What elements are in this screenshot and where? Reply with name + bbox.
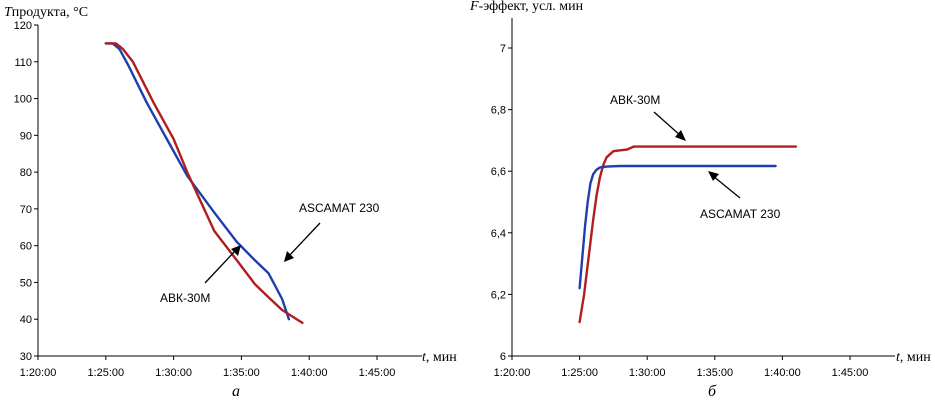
x-tick-label: 1:20:00 <box>494 367 531 379</box>
series-group-b <box>578 145 798 324</box>
y-tick-label: 7 <box>500 43 506 55</box>
y-tick-label: 6,2 <box>491 289 506 301</box>
annotation-label-avk-a: АВК-30М <box>160 291 210 305</box>
x-tick-label: 1:45:00 <box>359 367 396 379</box>
y-tick-label: 50 <box>20 277 32 289</box>
y-tick-label: 80 <box>20 167 32 179</box>
x-tick-label: 1:40:00 <box>291 367 328 379</box>
y-tick-label: 6,4 <box>491 228 506 240</box>
series-line-ascamat <box>578 164 777 290</box>
annotation-arrow-avk-a <box>204 249 237 284</box>
x-tick-label: 1:30:00 <box>155 367 192 379</box>
x-tick-label: 1:25:00 <box>87 367 124 379</box>
y-tick-label: 120 <box>14 20 32 32</box>
y-tick-label: 30 <box>20 351 32 363</box>
y-ticks-b: 6 6,2 6,4 6,6 6,8 7 <box>491 43 512 363</box>
y-tick-label: 40 <box>20 314 32 326</box>
x-ticks-a: 1:20:00 1:25:00 1:30:00 1:35:00 1:40:00 1:45:… <box>20 356 396 379</box>
y-tick-label: 110 <box>14 57 32 69</box>
y-axis-title-a: Tпродукта, °C <box>4 5 88 20</box>
series-line-avk <box>578 145 798 324</box>
chart-panel-b: 6 6,2 6,4 6,6 6,8 7 1:20:00 1:25:00 1:30:00 1:35… <box>469 0 931 400</box>
y-tick-label: 90 <box>20 130 32 142</box>
x-tick-label: 1:30:00 <box>629 367 666 379</box>
series-line-avk <box>104 42 304 325</box>
x-tick-label: 1:40:00 <box>764 367 801 379</box>
x-ticks-b: 1:20:00 1:25:00 1:30:00 1:35:00 1:40:00 1:45:… <box>494 356 869 379</box>
annotation-arrowhead-avk-b <box>675 130 686 141</box>
annotation-arrowhead-ascamat-b <box>708 171 719 181</box>
y-tick-label: 6,6 <box>491 166 506 178</box>
series-line-ascamat <box>104 42 291 321</box>
y-tick-label: 70 <box>20 204 32 216</box>
panel-letter-a: а <box>232 383 240 400</box>
x-tick-label: 1:35:00 <box>696 367 733 379</box>
annotation-arrowhead-ascamat-a <box>284 251 294 262</box>
x-tick-label: 1:20:00 <box>20 367 57 379</box>
panel-letter-b: б <box>708 383 717 400</box>
y-tick-label: 60 <box>20 241 32 253</box>
annotation-label-ascamat-a: ASCAMAT 230 <box>299 201 380 215</box>
y-axis-title-b: F-эффект, усл. мин <box>469 0 584 14</box>
annotation-label-ascamat-b: ASCAMAT 230 <box>700 207 781 221</box>
annotation-label-avk-b: АВК-30М <box>610 93 660 107</box>
y-tick-label: 100 <box>14 94 32 106</box>
x-tick-label: 1:35:00 <box>223 367 260 379</box>
y-tick-label: 6,8 <box>491 105 506 117</box>
y-tick-label: 6 <box>500 351 506 363</box>
x-axis-title-a: t, мин <box>422 350 457 365</box>
annotation-arrow-ascamat-b <box>712 175 741 199</box>
annotation-arrow-avk-b <box>653 111 682 137</box>
y-ticks-a: 30 40 50 60 70 80 90 100 110 120 <box>14 20 38 363</box>
annotation-arrow-ascamat-a <box>287 222 321 258</box>
x-axis-title-b: t, мин <box>896 350 931 365</box>
series-group-a <box>104 42 304 325</box>
x-tick-label: 1:25:00 <box>561 367 598 379</box>
x-tick-label: 1:45:00 <box>832 367 869 379</box>
annotation-arrowhead-avk-a <box>231 245 241 256</box>
